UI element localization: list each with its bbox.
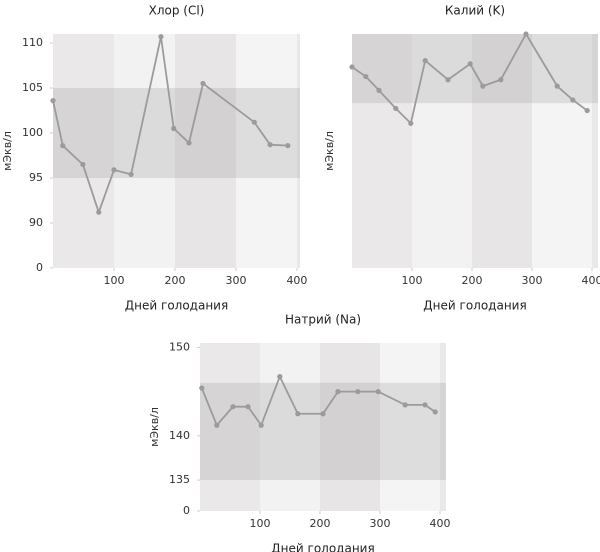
data-point (584, 107, 590, 114)
y-tick-label: 100 (22, 126, 43, 139)
data-point (128, 171, 134, 177)
data-point (295, 411, 301, 417)
column-shade (296, 34, 300, 268)
y-tick-label: 150 (169, 340, 190, 353)
data-point (199, 385, 205, 391)
y-axis-label: мЭкв/л (323, 131, 336, 171)
data-point (258, 422, 264, 428)
data-point (186, 140, 192, 146)
data-point (320, 411, 326, 417)
x-tick-label: 100 (402, 274, 423, 287)
data-point (523, 31, 529, 37)
column-shade (440, 343, 446, 511)
x-tick-label: 400 (582, 274, 600, 287)
data-point (349, 64, 355, 70)
column-shade (320, 343, 380, 511)
column-shade (200, 343, 260, 511)
column-shade (380, 343, 440, 511)
data-point (422, 57, 428, 64)
column-shade (113, 34, 175, 268)
column-shade (592, 34, 598, 268)
y-tick-label: 105 (22, 81, 43, 94)
chart-title: Натрий (Na) (285, 313, 361, 327)
data-point (554, 83, 560, 89)
data-point (277, 374, 283, 380)
y-tick-label: 90 (29, 216, 43, 229)
x-tick-label: 400 (430, 517, 451, 530)
data-point (363, 73, 369, 80)
x-axis-label: Дней голодания (271, 542, 374, 552)
normal-range (352, 34, 598, 104)
data-point (445, 77, 451, 83)
data-point (50, 98, 56, 104)
chart-title: Хлор (Cl) (149, 4, 205, 18)
data-point (214, 422, 220, 428)
y-tick-label: 110 (22, 36, 43, 49)
x-tick-label: 300 (225, 274, 246, 287)
data-point (158, 34, 164, 40)
x-tick-label: 300 (522, 274, 543, 287)
data-point (570, 97, 576, 103)
y-tick-label: 135 (169, 473, 190, 486)
data-line (351, 32, 588, 126)
normal-range (200, 382, 446, 481)
data-point (230, 404, 236, 410)
column-shade (235, 34, 297, 268)
x-tick-label: 200 (462, 274, 483, 287)
data-point (480, 83, 486, 89)
data-point (267, 142, 273, 148)
y-tick-label: 95 (29, 171, 43, 184)
data-point (251, 119, 257, 125)
data-point (408, 120, 414, 126)
x-tick-label: 300 (370, 517, 391, 530)
x-tick-label: 200 (164, 274, 185, 287)
y-tick-label: 0 (36, 261, 43, 274)
data-point (285, 143, 291, 149)
data-point (393, 105, 399, 112)
data-point (111, 167, 117, 173)
normal-range (53, 88, 300, 178)
y-axis-label: мЭкв/л (1, 131, 14, 171)
column-shade (174, 34, 236, 268)
data-point (422, 402, 428, 408)
x-axis-label: Дней голодания (125, 299, 228, 313)
column-shade (260, 343, 320, 511)
x-tick-label: 400 (286, 274, 307, 287)
data-point (96, 209, 102, 215)
data-point (80, 161, 86, 168)
data-point (355, 389, 361, 395)
column-shade (53, 34, 114, 268)
data-point (376, 87, 382, 93)
y-tick-label: 140 (169, 429, 190, 442)
data-point (60, 143, 66, 149)
y-axis-label: мЭкв/л (148, 407, 161, 447)
x-axis-label: Дней голодания (423, 299, 526, 313)
chart-title: Калий (K) (445, 4, 505, 18)
data-point (467, 61, 473, 67)
data-point (498, 77, 504, 83)
data-point (245, 404, 251, 410)
data-point (432, 409, 438, 415)
x-tick-label: 100 (250, 517, 271, 530)
data-point (171, 125, 177, 132)
x-tick-label: 200 (310, 517, 331, 530)
column-shade (532, 34, 592, 268)
data-point (375, 389, 381, 395)
column-shade (472, 34, 532, 268)
y-tick-label: 0 (183, 504, 190, 517)
data-point (335, 389, 341, 395)
data-point (200, 80, 206, 87)
x-tick-label: 100 (103, 274, 124, 287)
data-point (402, 402, 408, 408)
